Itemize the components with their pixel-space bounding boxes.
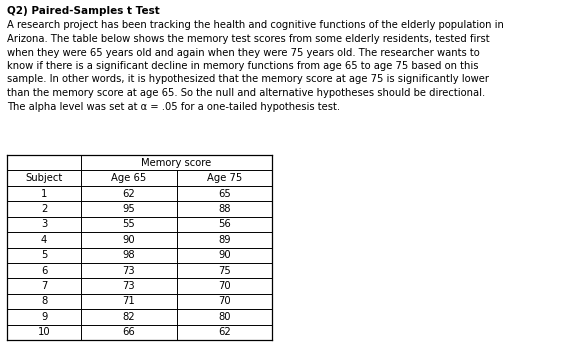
Text: 55: 55 <box>123 219 135 229</box>
Text: when they were 65 years old and again when they were 75 years old. The researche: when they were 65 years old and again wh… <box>7 48 480 58</box>
Text: 1: 1 <box>41 188 47 198</box>
Text: than the memory score at age 65. So the null and alternative hypotheses should b: than the memory score at age 65. So the … <box>7 88 485 98</box>
Text: sample. In other words, it is hypothesized that the memory score at age 75 is si: sample. In other words, it is hypothesiz… <box>7 75 489 85</box>
Text: 73: 73 <box>123 266 135 276</box>
Text: 65: 65 <box>218 188 231 198</box>
Text: 62: 62 <box>218 327 231 337</box>
Text: The alpha level was set at α = .05 for a one-tailed hypothesis test.: The alpha level was set at α = .05 for a… <box>7 101 340 111</box>
Text: 89: 89 <box>218 235 231 245</box>
Text: 56: 56 <box>218 219 231 229</box>
Text: 75: 75 <box>218 266 231 276</box>
Text: 95: 95 <box>123 204 135 214</box>
Text: 62: 62 <box>123 188 135 198</box>
Text: 6: 6 <box>41 266 47 276</box>
Text: 66: 66 <box>123 327 135 337</box>
Text: 80: 80 <box>218 312 231 322</box>
Text: 70: 70 <box>218 296 231 306</box>
Text: 7: 7 <box>41 281 47 291</box>
Text: A research project has been tracking the health and cognitive functions of the e: A research project has been tracking the… <box>7 20 504 30</box>
Text: 90: 90 <box>123 235 135 245</box>
Text: Subject: Subject <box>25 173 63 183</box>
Text: 82: 82 <box>123 312 135 322</box>
Text: 71: 71 <box>123 296 135 306</box>
Text: Age 75: Age 75 <box>207 173 242 183</box>
Text: 90: 90 <box>218 250 231 260</box>
Text: 73: 73 <box>123 281 135 291</box>
Text: know if there is a significant decline in memory functions from age 65 to age 75: know if there is a significant decline i… <box>7 61 479 71</box>
Text: 2: 2 <box>41 204 47 214</box>
Text: 70: 70 <box>218 281 231 291</box>
Text: 5: 5 <box>41 250 47 260</box>
Text: 3: 3 <box>41 219 47 229</box>
Text: 4: 4 <box>41 235 47 245</box>
Text: 10: 10 <box>38 327 50 337</box>
Text: Arizona. The table below shows the memory test scores from some elderly resident: Arizona. The table below shows the memor… <box>7 34 490 44</box>
Text: Memory score: Memory score <box>141 158 212 168</box>
Text: 9: 9 <box>41 312 47 322</box>
Text: Q2) Paired-Samples t Test: Q2) Paired-Samples t Test <box>7 6 160 16</box>
Text: 8: 8 <box>41 296 47 306</box>
Text: Age 65: Age 65 <box>111 173 146 183</box>
Text: 88: 88 <box>218 204 231 214</box>
Text: 98: 98 <box>123 250 135 260</box>
